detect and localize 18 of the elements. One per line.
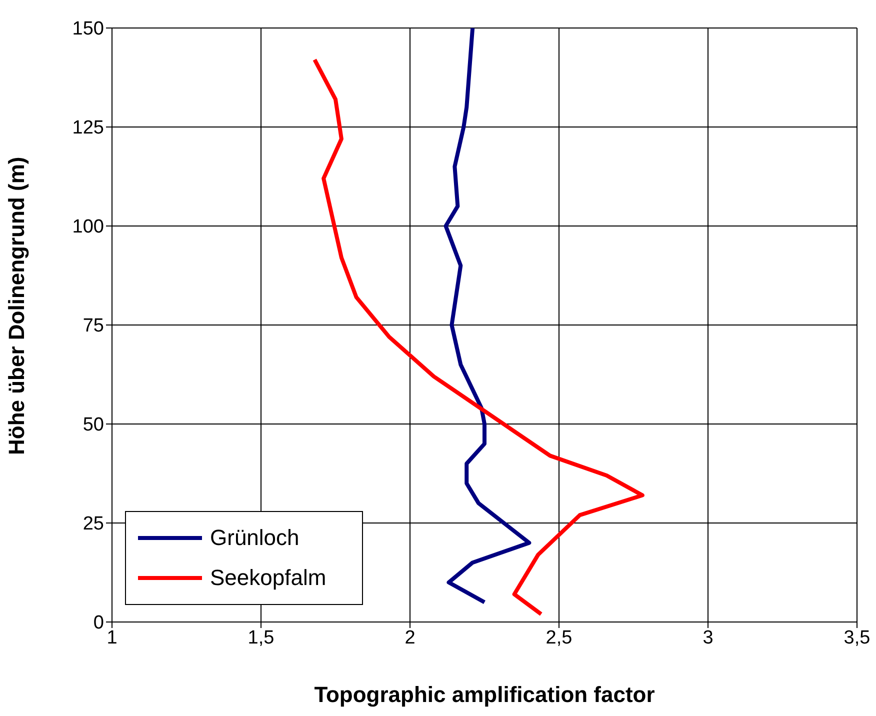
x-tick-label: 1,5 [248, 627, 274, 648]
x-tick-label: 3,5 [844, 627, 870, 648]
line-series [444, 28, 532, 604]
y-axis-title: Höhe über Dolinengrund (m) [4, 156, 29, 455]
x-tick-label: 3 [702, 627, 714, 648]
y-tick-label: 75 [82, 316, 104, 337]
legend-label: Grünloch [210, 525, 300, 551]
y-tick-label: 50 [82, 414, 104, 436]
y-tick-label: 25 [82, 514, 104, 535]
x-axis-title: Topographic amplification factor [314, 682, 656, 707]
x-tick-label: 2,5 [546, 627, 572, 648]
x-tick-label: 1 [106, 627, 118, 648]
legend-label: Seekopfalm [210, 565, 326, 591]
y-tick-label: 0 [93, 612, 104, 634]
y-tick-label: 125 [72, 118, 104, 139]
x-tick-label: 2 [404, 627, 416, 648]
y-tick-label: 100 [72, 216, 104, 238]
y-tick-label: 150 [72, 18, 104, 40]
